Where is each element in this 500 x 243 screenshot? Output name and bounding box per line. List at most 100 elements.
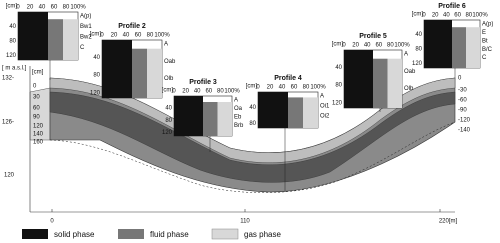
depth-tick: 30 [33, 95, 40, 101]
elevation-unit: [ m a.s.l.] [2, 66, 27, 72]
elevation-tick: 120 [4, 173, 15, 179]
horizon-label: Bt [482, 38, 488, 44]
horizon-label: Oi1 [320, 104, 330, 110]
fluid-fill [452, 27, 466, 68]
horizon-label: B/C [482, 47, 493, 53]
distance-tick: 220[m] [439, 219, 458, 225]
legend-label: fluid phase [150, 230, 189, 239]
depth-unit: [cm] [32, 70, 44, 76]
profile-title: Profile 2 [118, 23, 146, 30]
solid-fill [174, 96, 203, 136]
y-tick: 40 [9, 24, 16, 30]
y-tick: 40 [165, 106, 172, 112]
profile-unit: [cm] [332, 42, 344, 48]
fluid-fill [48, 19, 63, 60]
x-tick: 20 [182, 89, 189, 95]
gas-fill [466, 27, 480, 68]
cross-section [29, 66, 456, 213]
y-tick: 80 [9, 39, 16, 45]
profile-title: Profile 3 [189, 79, 217, 86]
profile-title: Profile 4 [274, 75, 302, 82]
x-tick: 0 [342, 43, 346, 49]
horizon-label: A [234, 98, 238, 104]
gas-fill [63, 19, 78, 60]
x-tick: 60 [205, 89, 212, 95]
horizon-label: E [482, 30, 486, 36]
horizon-label: Oab [164, 59, 176, 65]
horizon-label: Bw2 [80, 35, 92, 41]
y-tick: 40 [335, 65, 342, 71]
horizon-label: Oab [404, 69, 416, 75]
gas-fill [387, 58, 402, 108]
profile-unit: [cm] [412, 12, 424, 18]
x-tick: 100% [224, 89, 240, 95]
x-tick: 20 [27, 5, 34, 11]
legend-label: gas phase [244, 230, 281, 239]
horizon-label: Eb [234, 115, 242, 121]
fluid-fill [373, 58, 388, 108]
x-tick: 60 [454, 13, 461, 19]
x-tick: 100% [70, 5, 86, 11]
depth-tick: 120 [33, 124, 44, 130]
legend-label: solid phase [54, 230, 95, 239]
solid-fill [258, 92, 288, 128]
depth-tick: 90 [33, 115, 40, 121]
horizon-label: A [320, 94, 324, 100]
solid-fill [344, 50, 373, 108]
horizon-label: Bw1 [80, 24, 92, 30]
x-tick: 20 [111, 33, 118, 39]
x-tick: 20 [352, 43, 359, 49]
horizon-label: A [164, 42, 168, 48]
x-tick: 80 [465, 13, 472, 19]
y-tick: 80 [165, 118, 172, 124]
x-tick: 0 [256, 85, 260, 91]
horizon-label: Brb [234, 123, 244, 129]
horizon-label: Olb [164, 76, 174, 82]
x-tick: 80 [303, 85, 310, 91]
gas-fill [217, 102, 232, 136]
x-tick: 60 [51, 5, 58, 11]
y-tick: 120 [162, 130, 173, 136]
horizon-label: Olb [404, 86, 414, 92]
x-tick: 20 [267, 85, 274, 91]
fluid-fill [288, 97, 303, 128]
x-tick: 80 [217, 89, 224, 95]
profile-title: Profile 6 [438, 3, 466, 10]
x-tick: 100% [394, 43, 410, 49]
profile-unit: [cm] [162, 88, 174, 94]
depth-tick: -120 [458, 118, 471, 124]
legend-swatch [211, 228, 239, 240]
depth-tick: -30 [458, 88, 467, 94]
y-tick: 80 [93, 73, 100, 79]
y-tick: 80 [415, 47, 422, 53]
x-tick: 80 [147, 33, 154, 39]
distance-tick: 110 [240, 219, 250, 225]
y-tick: 120 [332, 100, 343, 106]
legend-swatch [118, 229, 144, 239]
x-tick: 40 [443, 13, 450, 19]
elevation-tick: 126- [2, 120, 14, 126]
horizon-label: A(p) [80, 14, 91, 20]
depth-tick: 140 [33, 132, 44, 138]
x-tick: 100% [310, 85, 326, 91]
x-tick: 100% [154, 33, 170, 39]
horizon-label: Oi2 [320, 114, 330, 120]
profile-unit: [cm] [90, 32, 102, 38]
horizon-label: C [482, 55, 487, 61]
horizon-label: Oa [234, 106, 243, 112]
x-tick: 40 [279, 85, 286, 91]
x-tick: 0 [172, 89, 176, 95]
y-tick: 120 [90, 90, 101, 96]
x-tick: 40 [364, 43, 371, 49]
x-tick: 0 [100, 33, 104, 39]
horizon-label: A(p) [482, 22, 493, 28]
solid-fill [18, 12, 48, 60]
fluid-fill [203, 102, 218, 136]
profile-unit: [cm] [246, 84, 258, 90]
profile-unit: [cm] [6, 4, 18, 10]
x-tick: 0 [422, 13, 426, 19]
y-tick: 80 [335, 83, 342, 89]
fluid-band [49, 91, 456, 183]
profile-title: Profile 1 [34, 0, 62, 2]
depth-tick: -60 [458, 98, 467, 104]
